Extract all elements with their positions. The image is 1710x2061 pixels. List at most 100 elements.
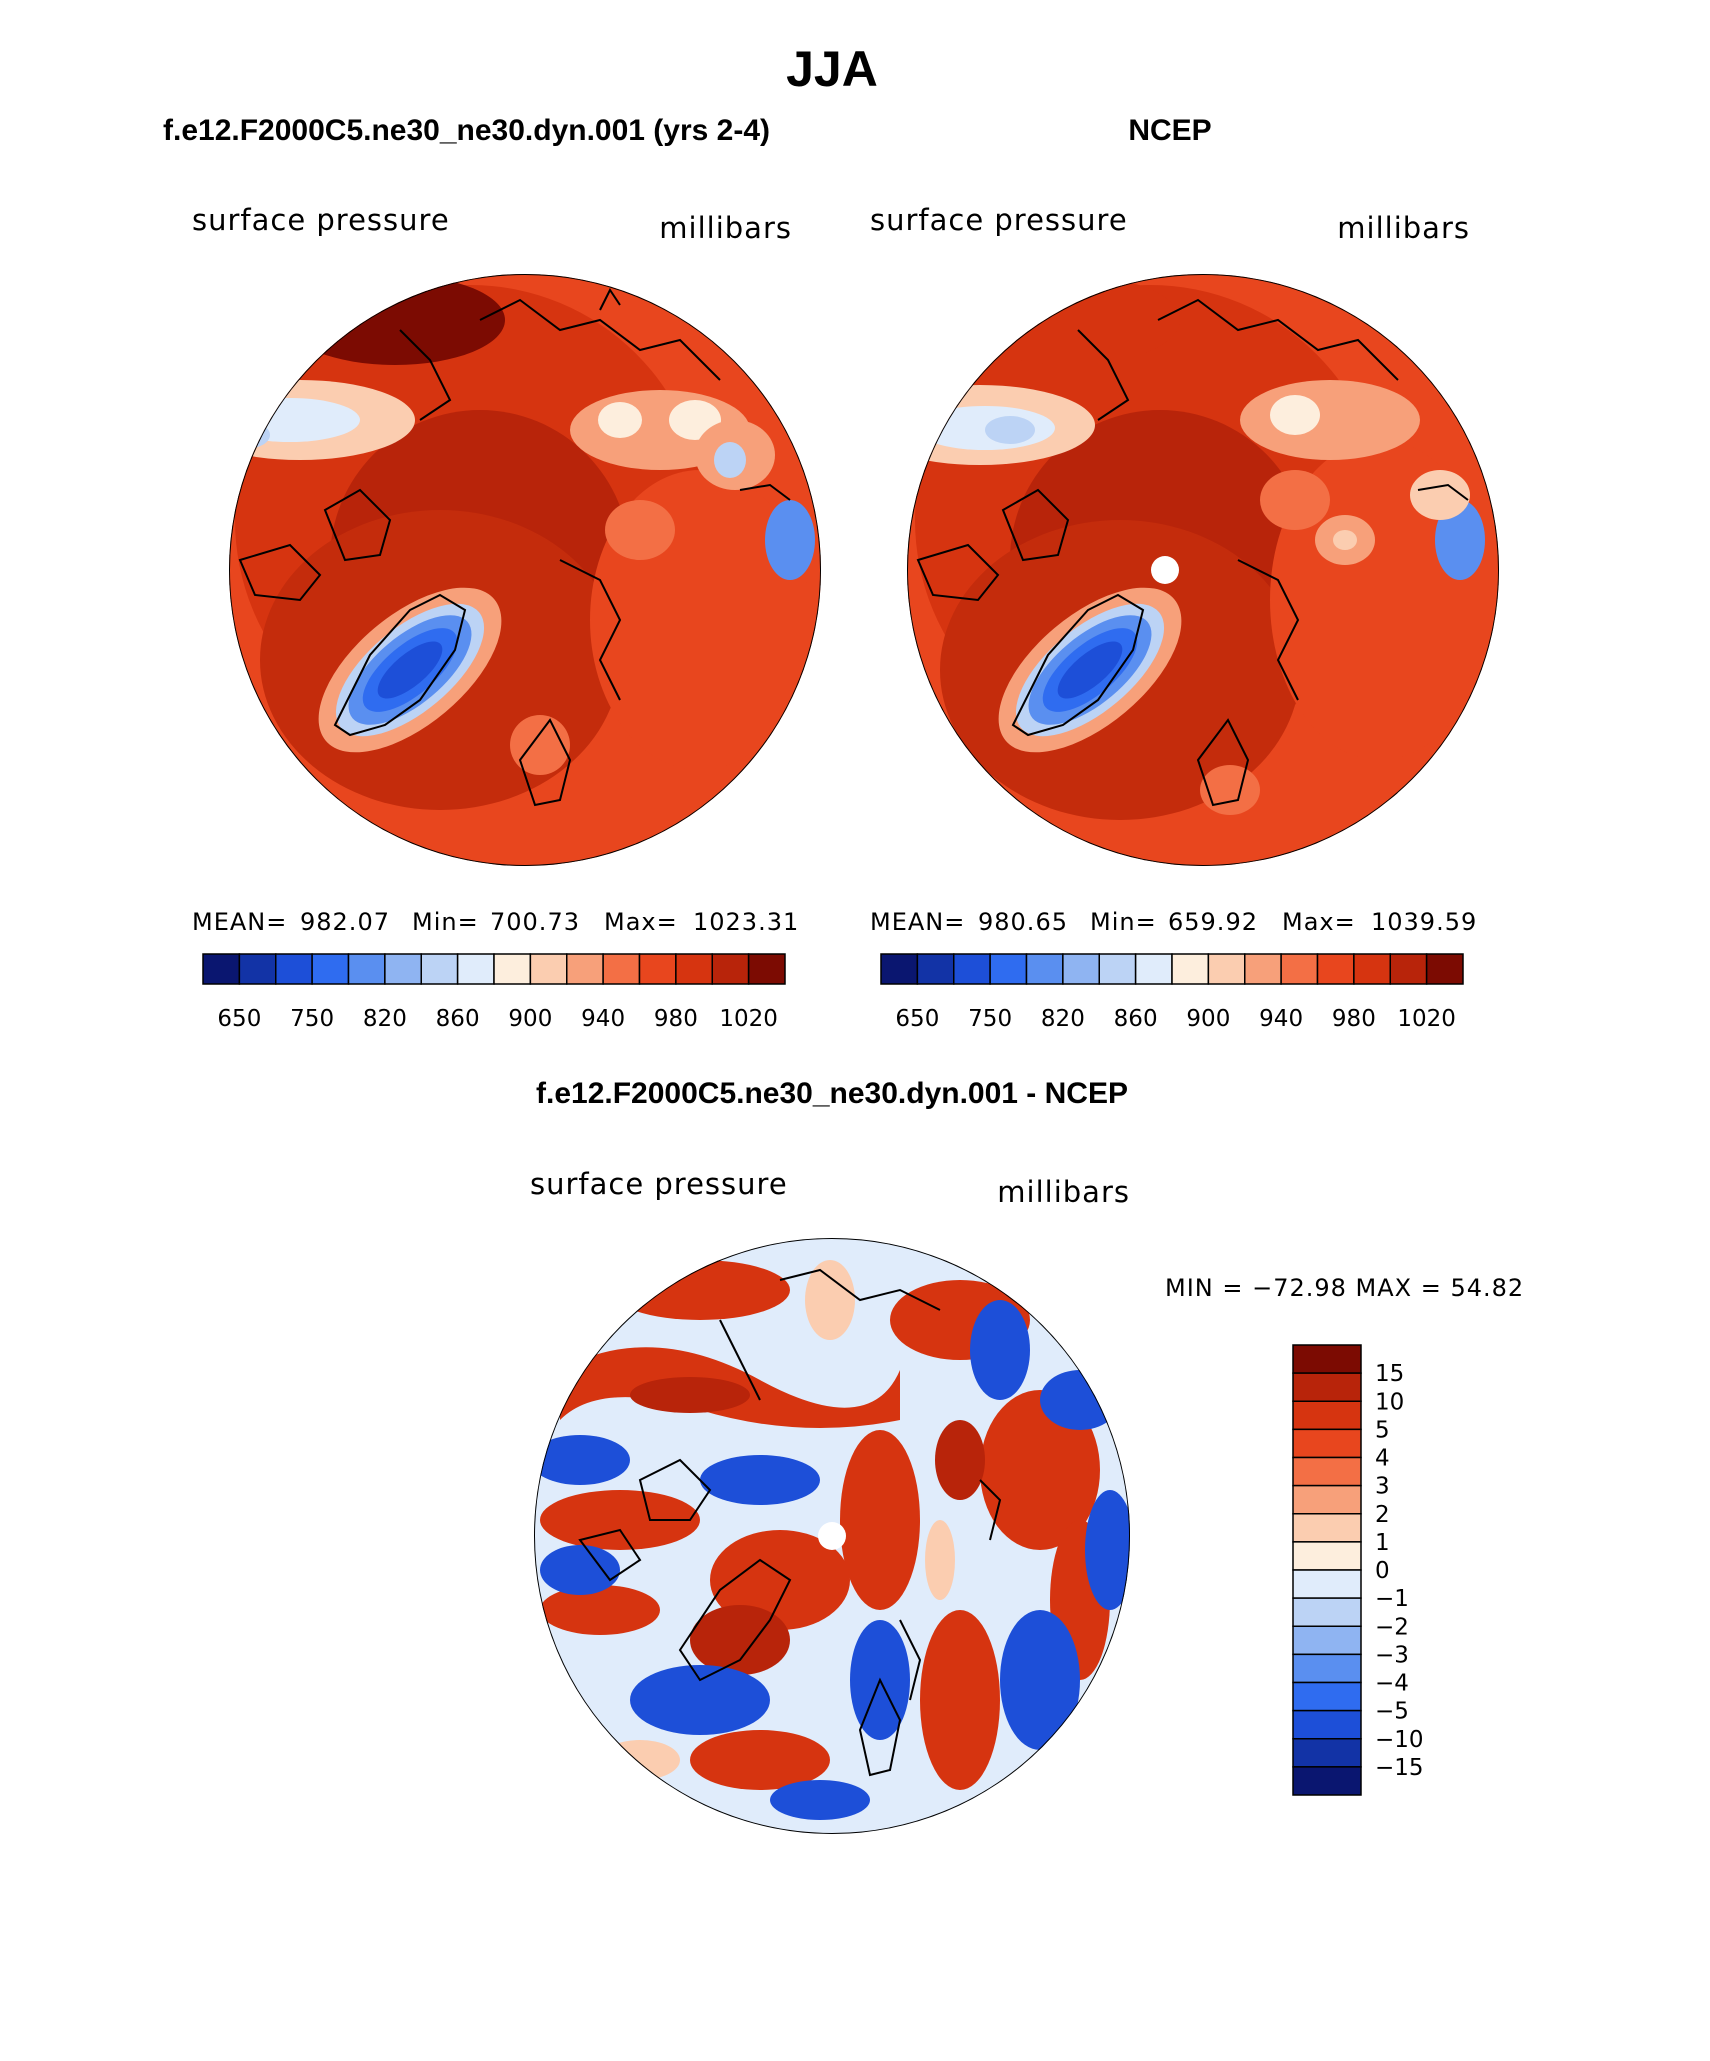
colorbar-swatch (1292, 1738, 1362, 1768)
colorbar-swatch (1389, 953, 1428, 985)
panel-model-colorbar: 650 750 820 860 900 940 980 1020 (202, 953, 786, 1032)
panel-ncep-variable: surface pressure (870, 203, 1128, 237)
colorbar-swatch (1292, 1625, 1362, 1656)
panel-diff-map (534, 1238, 1130, 1834)
colorbar-tick-label: 0 (1375, 1558, 1390, 1584)
colorbar-tick-label: 820 (1041, 1006, 1085, 1032)
colorbar-swatch (1292, 1484, 1362, 1515)
colorbar-swatch (1292, 1400, 1362, 1431)
colorbar-tick-label: 650 (217, 1006, 261, 1032)
panel-ncep-mean-label: MEAN= (870, 908, 965, 936)
colorbar-swatch (275, 953, 313, 985)
colorbar-tick-label: 3 (1375, 1474, 1390, 1500)
colorbar-swatch (1353, 953, 1391, 985)
colorbar-swatch (311, 953, 350, 985)
colorbar-tick-label: 940 (1259, 1006, 1303, 1032)
colorbar-swatch (1098, 953, 1137, 985)
panel-ncep-min-label: Min= (1090, 908, 1157, 936)
figure-title: JJA (786, 41, 878, 97)
colorbar-swatch (602, 953, 641, 985)
colorbar-swatch (1292, 1372, 1362, 1402)
colorbar-swatch (880, 953, 919, 985)
panel-ncep-title: NCEP (1128, 114, 1211, 147)
colorbar-swatch (420, 953, 459, 985)
colorbar-tick-label: −15 (1375, 1755, 1424, 1781)
colorbar-swatch (1292, 1513, 1362, 1543)
colorbar-tick-label: 900 (508, 1006, 552, 1032)
panel-model-title: f.e12.F2000C5.ne30_ne30.dyn.001 (yrs 2-4… (163, 114, 770, 147)
colorbar-tick-label: 980 (654, 1006, 698, 1032)
panel-model-mean-label: MEAN= (192, 908, 287, 936)
panel-model-stats: MEAN= 982.07 Min= 700.73 Max= 1023.31 (192, 908, 799, 936)
colorbar-tick-label: 1 (1375, 1530, 1390, 1556)
panel-ncep-stats: MEAN= 980.65 Min= 659.92 Max= 1039.59 (870, 908, 1477, 936)
colorbar-swatch (529, 953, 568, 985)
colorbar-swatch (1292, 1344, 1362, 1374)
panel-ncep-mean: 980.65 (978, 908, 1068, 936)
colorbar-tick-label: 820 (363, 1006, 407, 1032)
colorbar-swatch (1292, 1569, 1362, 1599)
panel-model-variable: surface pressure (192, 203, 450, 237)
panel-model-units: millibars (659, 211, 792, 245)
colorbar-swatch (1207, 953, 1246, 985)
panel-ncep-max: 1039.59 (1371, 908, 1477, 936)
panel-model-map (229, 274, 821, 866)
colorbar-tick-label: −1 (1375, 1586, 1409, 1612)
colorbar-swatch (1062, 953, 1100, 985)
panel-diff: f.e12.F2000C5.ne30_ne30.dyn.001 - NCEP s… (530, 1077, 1524, 1834)
colorbar-tick-label: 940 (581, 1006, 625, 1032)
colorbar-swatch (1316, 953, 1355, 985)
colorbar-swatch (711, 953, 750, 985)
colorbar-swatch (1292, 1541, 1362, 1571)
colorbar-swatch (638, 953, 677, 985)
colorbar-swatch (1292, 1428, 1362, 1459)
colorbar-swatch (953, 953, 991, 985)
colorbar-swatch (566, 953, 604, 985)
colorbar-swatch (384, 953, 422, 985)
panel-model: f.e12.F2000C5.ne30_ne30.dyn.001 (yrs 2-4… (163, 114, 821, 1032)
colorbar-swatch (747, 953, 786, 985)
panel-diff-units: millibars (997, 1175, 1130, 1209)
colorbar-swatch (1425, 953, 1464, 985)
colorbar-tick-label: 2 (1375, 1502, 1390, 1528)
colorbar-swatch (238, 953, 277, 985)
colorbar-tick-label: 10 (1375, 1389, 1404, 1415)
colorbar-swatch (1134, 953, 1173, 985)
panel-diff-variable: surface pressure (530, 1167, 788, 1201)
colorbar-tick-label: 650 (895, 1006, 939, 1032)
colorbar-swatch (1244, 953, 1282, 985)
colorbar-swatch (456, 953, 495, 985)
colorbar-tick-label: 1020 (719, 1006, 778, 1032)
colorbar-swatch (1292, 1597, 1362, 1627)
panel-model-max: 1023.31 (693, 908, 799, 936)
panel-ncep-max-label: Max= (1282, 908, 1356, 936)
colorbar-swatch (675, 953, 713, 985)
colorbar-tick-label: 860 (1114, 1006, 1158, 1032)
panel-model-max-label: Max= (604, 908, 678, 936)
panel-ncep-map (907, 274, 1499, 866)
colorbar-swatch (916, 953, 955, 985)
colorbar-tick-label: 860 (436, 1006, 480, 1032)
colorbar-tick-label: −5 (1375, 1699, 1409, 1725)
colorbar-swatch (347, 953, 386, 985)
colorbar-tick-label: −3 (1375, 1642, 1409, 1668)
colorbar-tick-label: −4 (1375, 1671, 1409, 1697)
colorbar-tick-label: 900 (1186, 1006, 1230, 1032)
colorbar-swatch (1171, 953, 1210, 985)
colorbar-swatch (493, 953, 532, 985)
colorbar-tick-label: 1020 (1397, 1006, 1456, 1032)
colorbar-tick-label: 750 (290, 1006, 334, 1032)
panel-ncep: NCEP surface pressure millibars (870, 114, 1499, 1032)
colorbar-tick-label: −10 (1375, 1727, 1424, 1753)
colorbar-tick-label: 4 (1375, 1446, 1390, 1472)
panel-diff-minmax: MIN = −72.98 MAX = 54.82 (1165, 1274, 1524, 1302)
panel-diff-title: f.e12.F2000C5.ne30_ne30.dyn.001 - NCEP (536, 1077, 1128, 1110)
panel-model-mean: 982.07 (300, 908, 390, 936)
panel-ncep-units: millibars (1337, 211, 1470, 245)
colorbar-swatch (202, 953, 241, 985)
colorbar-tick-label: 5 (1375, 1417, 1390, 1443)
panel-model-min-label: Min= (412, 908, 479, 936)
panel-ncep-min: 659.92 (1168, 908, 1258, 936)
colorbar-swatch (1280, 953, 1319, 985)
